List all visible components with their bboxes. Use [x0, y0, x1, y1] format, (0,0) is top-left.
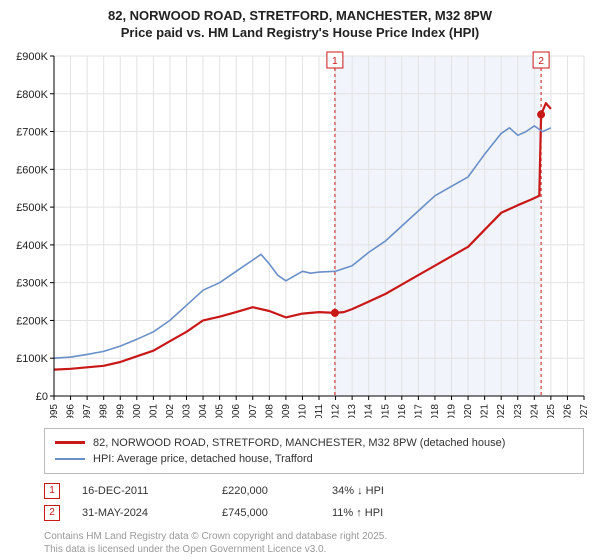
x-tick-label: 2014 [364, 403, 375, 417]
x-tick-label: 2019 [447, 403, 458, 417]
x-tick-label: 2005 [215, 403, 226, 417]
x-tick-label: 1999 [115, 403, 126, 417]
title-line-2: Price paid vs. HM Land Registry's House … [121, 25, 480, 40]
y-tick-label: £600K [16, 164, 48, 176]
y-tick-label: £800K [16, 89, 48, 101]
legend-swatch [55, 441, 85, 444]
legend-box: 82, NORWOOD ROAD, STRETFORD, MANCHESTER,… [44, 428, 584, 474]
x-tick-label: 2010 [297, 403, 308, 417]
marker-date: 16-DEC-2011 [82, 485, 222, 497]
marker-diff: 11% ↑ HPI [332, 507, 482, 519]
x-tick-label: 2001 [148, 403, 159, 417]
x-tick-label: 2015 [380, 403, 391, 417]
marker-row: 1 16-DEC-2011£220,00034% ↓ HPI [44, 480, 584, 502]
marker-date: 31-MAY-2024 [82, 507, 222, 519]
x-tick-label: 2008 [264, 403, 275, 417]
series-dot [537, 110, 545, 118]
x-tick-label: 2017 [413, 403, 424, 417]
y-tick-label: £700K [16, 126, 48, 138]
x-tick-label: 1995 [49, 403, 60, 417]
marker-table: 1 16-DEC-2011£220,00034% ↓ HPI 2 31-MAY-202… [44, 480, 584, 524]
x-tick-label: 2020 [463, 403, 474, 417]
x-tick-label: 1996 [66, 403, 77, 417]
x-tick-label: 2026 [562, 403, 573, 417]
x-tick-label: 2022 [496, 403, 507, 417]
x-tick-label: 2018 [430, 403, 441, 417]
shaded-band [335, 56, 541, 396]
chart-area: £0 £100K £200K £300K £400K £500K £600K £700K £80… [10, 48, 590, 418]
marker-row: 2 31-MAY-2024£745,00011% ↑ HPI [44, 502, 584, 524]
y-tick-label: £400K [16, 240, 48, 252]
chart-container: 82, NORWOOD ROAD, STRETFORD, MANCHESTER,… [0, 0, 600, 560]
x-tick-label: 2003 [182, 403, 193, 417]
series-dot [331, 309, 339, 317]
chart-title: 82, NORWOOD ROAD, STRETFORD, MANCHESTER,… [10, 8, 590, 42]
marker-row-badge: 1 [44, 483, 60, 499]
marker-diff: 34% ↓ HPI [332, 485, 482, 497]
footer-line-2: This data is licensed under the Open Gov… [44, 544, 326, 555]
x-tick-label: 2021 [480, 403, 491, 417]
marker-price: £220,000 [222, 485, 332, 497]
y-tick-label: £0 [36, 391, 48, 403]
footer-text: Contains HM Land Registry data © Crown c… [44, 530, 590, 556]
legend-item: HPI: Average price, detached house, Traf… [55, 451, 573, 467]
x-tick-label: 2009 [281, 403, 292, 417]
y-tick-label: £100K [16, 353, 48, 365]
marker-badge-num: 1 [332, 56, 338, 67]
x-tick-label: 2027 [579, 403, 590, 417]
marker-row-badge: 2 [44, 505, 60, 521]
x-tick-label: 1998 [99, 403, 110, 417]
x-tick-label: 2025 [546, 403, 557, 417]
x-tick-label: 2002 [165, 403, 176, 417]
legend-swatch [55, 458, 85, 460]
x-tick-label: 1997 [82, 403, 93, 417]
x-tick-label: 2006 [231, 403, 242, 417]
x-tick-label: 2016 [397, 403, 408, 417]
marker-badge-num: 2 [538, 56, 544, 67]
x-tick-label: 2004 [198, 403, 209, 417]
legend-label: HPI: Average price, detached house, Traf… [93, 453, 313, 465]
title-line-1: 82, NORWOOD ROAD, STRETFORD, MANCHESTER,… [108, 8, 492, 23]
footer-line-1: Contains HM Land Registry data © Crown c… [44, 531, 387, 542]
x-tick-label: 2011 [314, 403, 325, 417]
x-tick-label: 2012 [331, 403, 342, 417]
marker-price: £745,000 [222, 507, 332, 519]
y-tick-label: £900K [16, 51, 48, 63]
line-chart-svg: £0 £100K £200K £300K £400K £500K £600K £700K £80… [10, 48, 590, 418]
legend-item: 82, NORWOOD ROAD, STRETFORD, MANCHESTER,… [55, 435, 573, 451]
x-tick-label: 2007 [248, 403, 259, 417]
x-tick-label: 2013 [347, 403, 358, 417]
legend-label: 82, NORWOOD ROAD, STRETFORD, MANCHESTER,… [93, 437, 505, 449]
y-tick-label: £500K [16, 202, 48, 214]
x-tick-label: 2024 [529, 403, 540, 417]
y-tick-label: £300K [16, 277, 48, 289]
x-tick-label: 2000 [132, 403, 143, 417]
y-tick-label: £200K [16, 315, 48, 327]
x-tick-label: 2023 [513, 403, 524, 417]
